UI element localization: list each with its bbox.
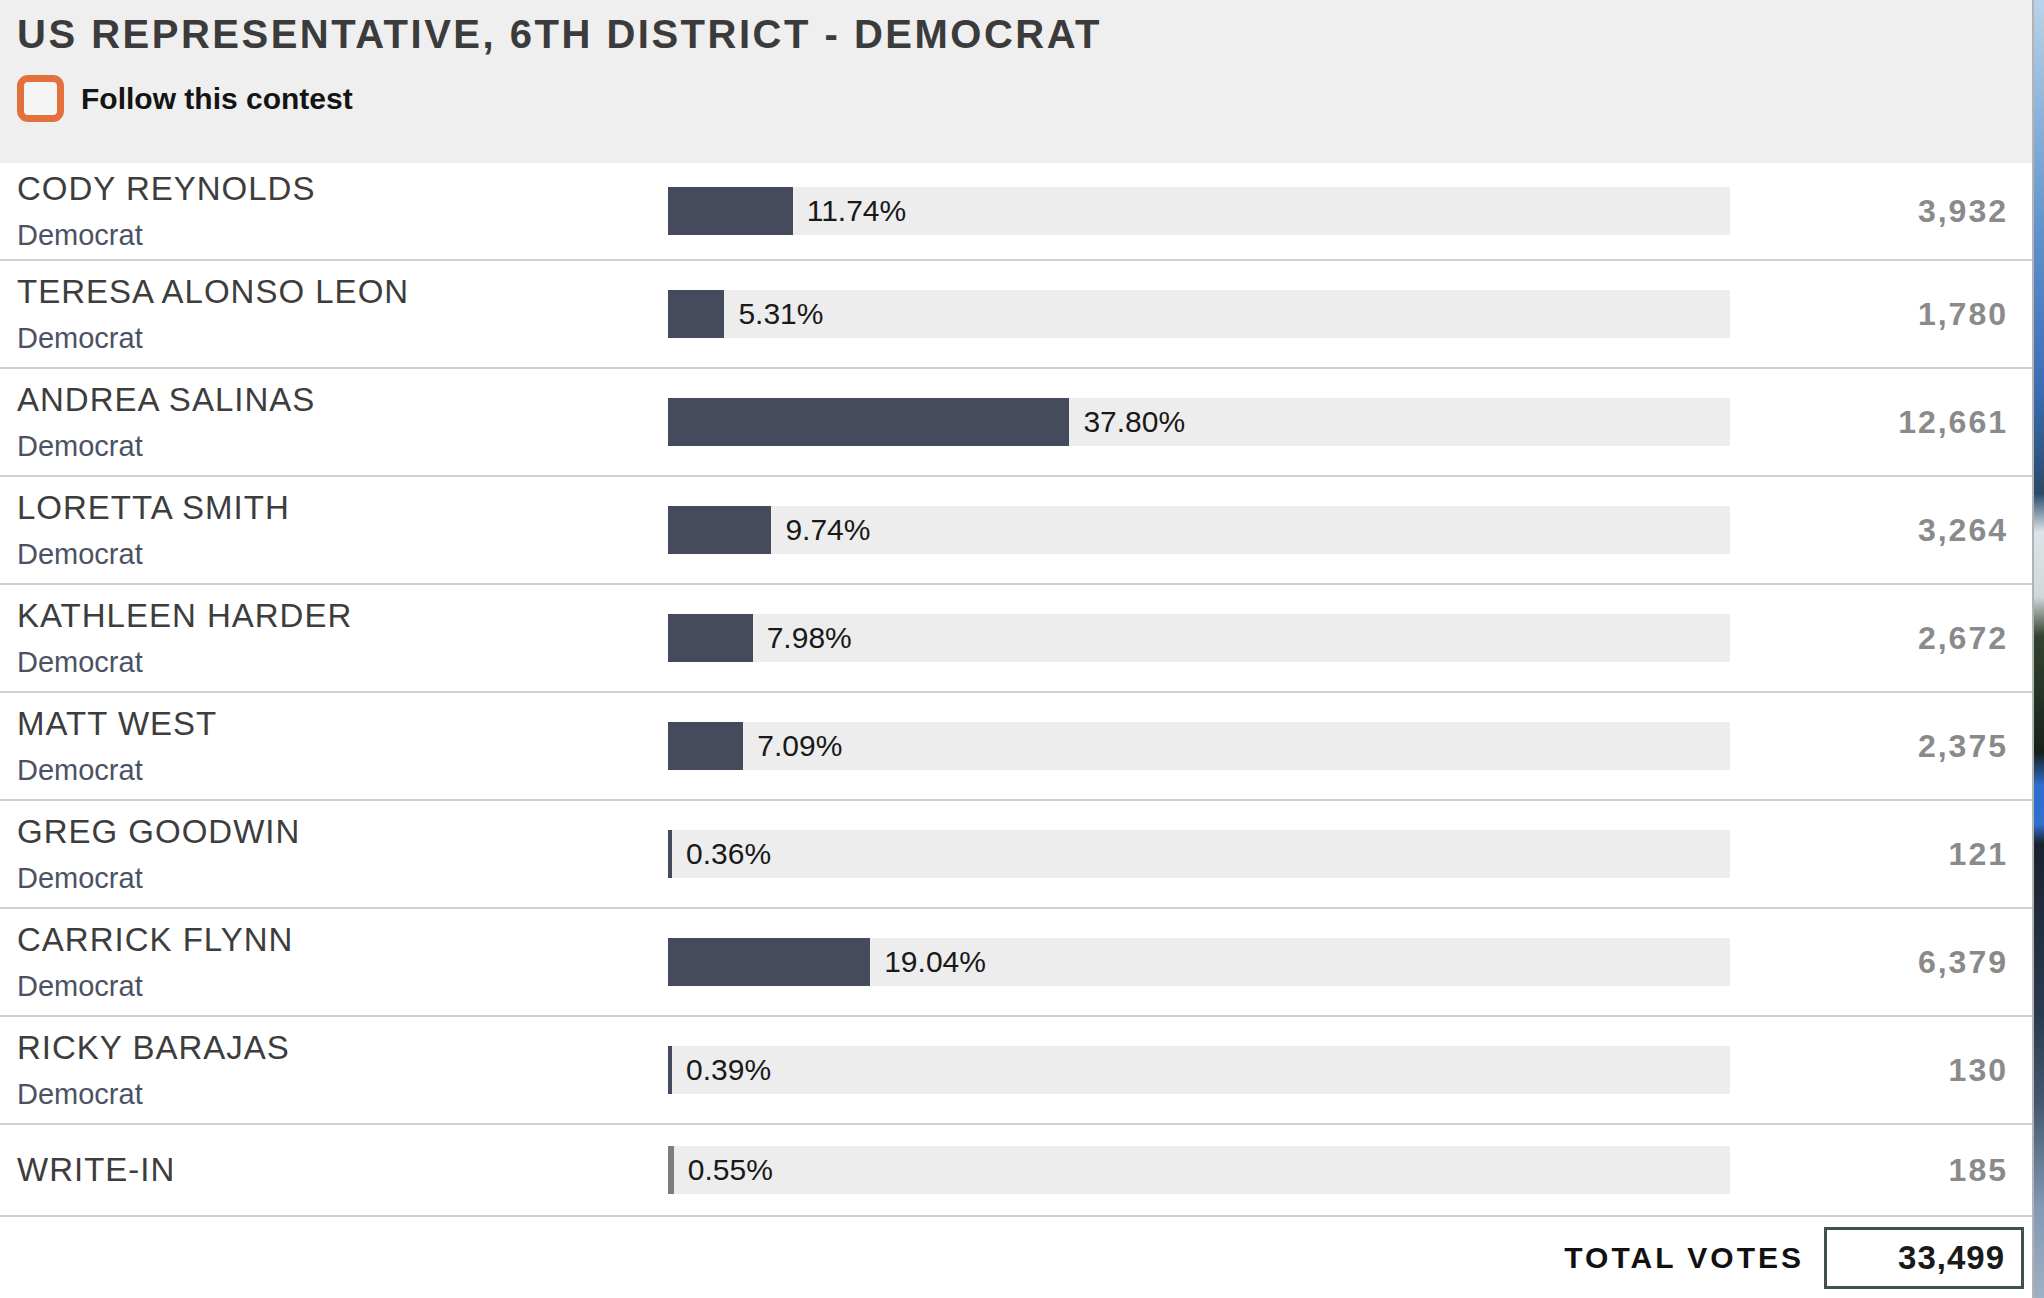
result-row: KATHLEEN HARDER Democrat 7.98% 2,672 xyxy=(0,585,2032,693)
vote-count: 2,375 xyxy=(1730,728,2008,765)
results-panel: US REPRESENTATIVE, 6TH DISTRICT - DEMOCR… xyxy=(0,0,2034,1298)
vote-count: 3,932 xyxy=(1730,193,2008,230)
candidate-name: GREG GOODWIN xyxy=(17,813,668,851)
result-bar-track: 19.04% xyxy=(668,938,1730,986)
result-percent: 11.74% xyxy=(807,194,907,228)
candidate-info: CODY REYNOLDS Democrat xyxy=(17,170,668,252)
page-title: US REPRESENTATIVE, 6TH DISTRICT - DEMOCR… xyxy=(17,12,2032,56)
result-row: GREG GOODWIN Democrat 0.36% 121 xyxy=(0,801,2032,909)
result-percent: 9.74% xyxy=(785,513,870,547)
result-row: RICKY BARAJAS Democrat 0.39% 130 xyxy=(0,1017,2032,1125)
result-bar-track: 11.74% xyxy=(668,187,1730,235)
follow-checkbox[interactable] xyxy=(17,75,64,122)
candidate-name: CARRICK FLYNN xyxy=(17,921,668,959)
total-row: TOTAL VOTES 33,499 xyxy=(0,1217,2032,1298)
result-bar-track: 7.98% xyxy=(668,614,1730,662)
candidate-party: Democrat xyxy=(17,970,668,1003)
follow-contest: Follow this contest xyxy=(17,75,2032,122)
result-percent: 7.09% xyxy=(757,729,842,763)
candidate-name: MATT WEST xyxy=(17,705,668,743)
vote-count: 185 xyxy=(1730,1152,2008,1189)
result-bar-fill xyxy=(668,187,793,235)
result-bar-fill xyxy=(668,938,870,986)
candidate-party: Democrat xyxy=(17,754,668,787)
result-bar-fill xyxy=(668,506,771,554)
result-bar-track: 7.09% xyxy=(668,722,1730,770)
result-percent: 0.55% xyxy=(688,1153,773,1187)
result-percent: 37.80% xyxy=(1083,405,1185,439)
result-bar-fill xyxy=(668,1046,672,1094)
candidate-info: MATT WEST Democrat xyxy=(17,705,668,787)
result-bar-fill xyxy=(668,614,753,662)
result-row: LORETTA SMITH Democrat 9.74% 3,264 xyxy=(0,477,2032,585)
result-bar-track: 0.55% xyxy=(668,1146,1730,1194)
result-bar-fill xyxy=(668,398,1069,446)
candidate-info: RICKY BARAJAS Democrat xyxy=(17,1029,668,1111)
vote-count: 12,661 xyxy=(1730,404,2008,441)
candidate-party: Democrat xyxy=(17,538,668,571)
candidate-info: TERESA ALONSO LEON Democrat xyxy=(17,273,668,355)
result-bar-track: 5.31% xyxy=(668,290,1730,338)
candidate-info: GREG GOODWIN Democrat xyxy=(17,813,668,895)
result-bar-fill xyxy=(668,1146,674,1194)
candidate-party: Democrat xyxy=(17,219,668,252)
total-votes-label: TOTAL VOTES xyxy=(1564,1241,1804,1275)
result-percent: 0.39% xyxy=(686,1053,771,1087)
follow-label: Follow this contest xyxy=(81,82,353,116)
candidate-name: ANDREA SALINAS xyxy=(17,381,668,419)
contest-results-screen: US REPRESENTATIVE, 6TH DISTRICT - DEMOCR… xyxy=(0,0,2044,1298)
result-bar-fill xyxy=(668,830,672,878)
result-bar-track: 9.74% xyxy=(668,506,1730,554)
total-votes-value: 33,499 xyxy=(1898,1239,2005,1277)
candidate-name: LORETTA SMITH xyxy=(17,489,668,527)
results-list: CODY REYNOLDS Democrat 11.74% 3,932 TERE… xyxy=(0,163,2032,1217)
total-votes-box: 33,499 xyxy=(1824,1227,2024,1289)
candidate-name: KATHLEEN HARDER xyxy=(17,597,668,635)
result-row: CARRICK FLYNN Democrat 19.04% 6,379 xyxy=(0,909,2032,1017)
candidate-info: ANDREA SALINAS Democrat xyxy=(17,381,668,463)
result-percent: 0.36% xyxy=(686,837,771,871)
result-percent: 5.31% xyxy=(738,297,823,331)
result-row: ANDREA SALINAS Democrat 37.80% 12,661 xyxy=(0,369,2032,477)
result-bar-fill xyxy=(668,722,743,770)
candidate-info: CARRICK FLYNN Democrat xyxy=(17,921,668,1003)
result-bar-fill xyxy=(668,290,724,338)
candidate-name: CODY REYNOLDS xyxy=(17,170,668,208)
result-percent: 7.98% xyxy=(767,621,852,655)
candidate-party: Democrat xyxy=(17,1078,668,1111)
candidate-name: WRITE-IN xyxy=(17,1151,668,1189)
vote-count: 2,672 xyxy=(1730,620,2008,657)
background-photo-strip xyxy=(2034,0,2044,1298)
candidate-party: Democrat xyxy=(17,646,668,679)
candidate-info: KATHLEEN HARDER Democrat xyxy=(17,597,668,679)
header-band: US REPRESENTATIVE, 6TH DISTRICT - DEMOCR… xyxy=(0,0,2032,163)
vote-count: 1,780 xyxy=(1730,296,2008,333)
result-percent: 19.04% xyxy=(884,945,986,979)
candidate-info: LORETTA SMITH Democrat xyxy=(17,489,668,571)
candidate-party: Democrat xyxy=(17,430,668,463)
vote-count: 130 xyxy=(1730,1052,2008,1089)
candidate-name: RICKY BARAJAS xyxy=(17,1029,668,1067)
result-row: TERESA ALONSO LEON Democrat 5.31% 1,780 xyxy=(0,261,2032,369)
candidate-info: WRITE-IN xyxy=(17,1151,668,1189)
result-row: MATT WEST Democrat 7.09% 2,375 xyxy=(0,693,2032,801)
result-row: CODY REYNOLDS Democrat 11.74% 3,932 xyxy=(0,163,2032,261)
vote-count: 6,379 xyxy=(1730,944,2008,981)
result-bar-track: 0.36% xyxy=(668,830,1730,878)
candidate-party: Democrat xyxy=(17,862,668,895)
candidate-name: TERESA ALONSO LEON xyxy=(17,273,668,311)
result-bar-track: 0.39% xyxy=(668,1046,1730,1094)
result-row: WRITE-IN 0.55% 185 xyxy=(0,1125,2032,1217)
vote-count: 121 xyxy=(1730,836,2008,873)
candidate-party: Democrat xyxy=(17,322,668,355)
result-bar-track: 37.80% xyxy=(668,398,1730,446)
vote-count: 3,264 xyxy=(1730,512,2008,549)
